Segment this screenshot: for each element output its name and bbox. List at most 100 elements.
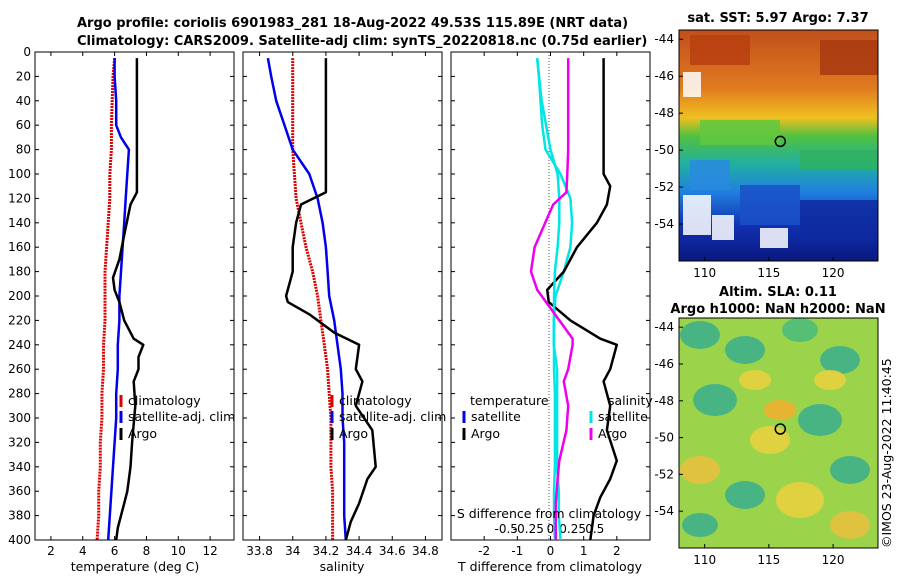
field-patch xyxy=(760,228,788,248)
depth-tick-label: 60 xyxy=(16,118,31,132)
depth-tick-label: 200 xyxy=(8,289,31,303)
depth-tick-label: 0 xyxy=(23,45,31,59)
argo-location-marker xyxy=(774,135,787,148)
sla-map-ticks: 110 115 120 -44 -46 -48 -50 -52 -54 xyxy=(654,320,844,567)
sla-map-title-line1: Altim. SLA: 0.11 xyxy=(719,285,837,300)
depth-tick-label: 240 xyxy=(8,338,31,352)
difference-xlabel: T difference from climatology xyxy=(457,559,643,574)
sst-map-frame xyxy=(678,29,879,262)
map-x-tick-label: 110 xyxy=(693,553,716,567)
x-tick-label: 2 xyxy=(613,544,621,558)
field-patch xyxy=(680,456,720,484)
field-patch xyxy=(690,35,750,65)
depth-tick-label: 100 xyxy=(8,167,31,181)
sst-map: sat. SST: 5.97 Argo: 7.37 110 115 120 -44 -4… xyxy=(654,11,879,280)
map-x-tick-label: 115 xyxy=(757,553,780,567)
series-climatology xyxy=(95,57,117,541)
x-tick-label: -2 xyxy=(478,544,490,558)
temperature-depth-ticks: 0 20 40 60 80 100 120 140 160 180 200 220 240 260 280 3… xyxy=(8,45,234,547)
field-patch xyxy=(682,513,718,537)
legend-climatology-label: climatology xyxy=(128,393,201,408)
sla-map: Altim. SLA: 0.11 Argo h1000: NaN h2000: … xyxy=(654,285,885,567)
series-argo xyxy=(284,58,377,541)
credit-text: ©IMOS 23-Aug-2022 11:40:45 xyxy=(879,358,894,548)
map-x-tick-label: 120 xyxy=(822,266,845,280)
field-patch xyxy=(683,72,701,97)
x-tick-label: 12 xyxy=(202,544,217,558)
field-patch xyxy=(782,318,818,342)
map-y-tick-label: -46 xyxy=(654,69,674,83)
salinity-lines xyxy=(266,57,377,541)
legend-argo-label: Argo xyxy=(339,426,368,441)
depth-tick-label: 140 xyxy=(8,216,31,230)
series-satellite-adj-clim xyxy=(266,57,348,541)
field-patch xyxy=(830,511,870,539)
legend-satellite-label: satellite-adj. clim xyxy=(128,409,235,424)
legend-temperature-title: temperature xyxy=(470,393,549,408)
field-patch xyxy=(680,321,720,349)
depth-tick-label: 280 xyxy=(8,387,31,401)
series-satellite-adj-clim xyxy=(106,58,131,541)
x-tick-label: 2 xyxy=(47,544,55,558)
legend-temp-argo-label: Argo xyxy=(471,426,500,441)
temperature-axes xyxy=(34,51,235,541)
field-patch xyxy=(712,215,734,240)
figure-title-line2: Climatology: CARS2009. Satellite-adj cli… xyxy=(77,34,647,49)
s-diff-tick-label: 0.5 xyxy=(585,522,604,536)
s-diff-tick-label: 0 xyxy=(547,522,555,536)
salinity-x-ticks: 33.8 34 34.2 34.4 34.6 34.8 xyxy=(246,52,439,558)
x-tick-label: 0 xyxy=(547,544,555,558)
difference-x-ticks: -2 -1 0 1 2 xyxy=(478,52,621,558)
legend-argo-label: Argo xyxy=(128,426,157,441)
sst-map-ticks: 110 115 120 -44 -46 -48 -50 -52 -54 xyxy=(654,32,844,280)
figure-title-line1: Argo profile: coriolis 6901983_281 18-Au… xyxy=(77,16,628,31)
legend-salinity-title: salinity xyxy=(608,393,653,408)
field-patch xyxy=(750,426,790,454)
map-y-tick-label: -44 xyxy=(654,320,674,334)
depth-tick-label: 300 xyxy=(8,411,31,425)
field-patch xyxy=(693,384,737,416)
field-patch xyxy=(740,185,800,225)
argo-location-marker xyxy=(774,423,787,435)
series-argo xyxy=(111,58,145,541)
field-patch xyxy=(764,400,796,420)
salinity-legend: climatology satellite-adj. clim Argo xyxy=(330,393,446,441)
map-y-tick-label: -46 xyxy=(654,357,674,371)
difference-legend-salinity: salinity satellite Argo xyxy=(589,393,653,441)
field-patch xyxy=(690,160,730,190)
map-x-tick-label: 115 xyxy=(757,266,780,280)
series-salinity-argo xyxy=(529,58,574,540)
sla-map-title-line2: Argo h1000: NaN h2000: NaN xyxy=(670,302,885,317)
series-salinity-satellite xyxy=(535,57,561,541)
s-diff-tick-label: -0.25 xyxy=(513,522,544,536)
field-patch xyxy=(800,200,878,240)
depth-tick-label: 180 xyxy=(8,265,31,279)
depth-tick-label: 260 xyxy=(8,362,31,376)
field-patch xyxy=(830,456,870,484)
map-x-tick-label: 110 xyxy=(693,266,716,280)
legend-satellite-label: satellite-adj. clim xyxy=(339,409,446,424)
depth-tick-label: 160 xyxy=(8,240,31,254)
sst-map-title: sat. SST: 5.97 Argo: 7.37 xyxy=(687,11,868,26)
temperature-panel: 0 20 40 60 80 100 120 140 160 180 200 220 240 260 280 3… xyxy=(8,45,235,574)
difference-depth-ticks xyxy=(451,51,650,541)
x-tick-label: 4 xyxy=(79,544,87,558)
x-tick-label: 33.8 xyxy=(246,544,273,558)
temperature-legend: climatology satellite-adj. clim Argo xyxy=(119,393,235,441)
legend-climatology-label: climatology xyxy=(339,393,412,408)
field-patch xyxy=(820,346,860,374)
legend-temp-satellite-label: satellite xyxy=(471,409,521,424)
legend-sal-argo-label: Argo xyxy=(598,426,627,441)
map-y-tick-label: -50 xyxy=(654,143,674,157)
series-temperature-satellite xyxy=(535,57,574,541)
depth-tick-label: 120 xyxy=(8,191,31,205)
field-patch xyxy=(725,336,765,364)
x-tick-label: -1 xyxy=(511,544,523,558)
s-diff-tick-label: -0.5 xyxy=(495,522,518,536)
map-y-tick-label: -54 xyxy=(654,217,674,231)
field-patch xyxy=(739,370,771,390)
series-climatology xyxy=(291,58,335,540)
map-y-tick-label: -52 xyxy=(654,180,674,194)
sla-map-frame xyxy=(678,317,879,549)
field-patch xyxy=(700,120,780,145)
